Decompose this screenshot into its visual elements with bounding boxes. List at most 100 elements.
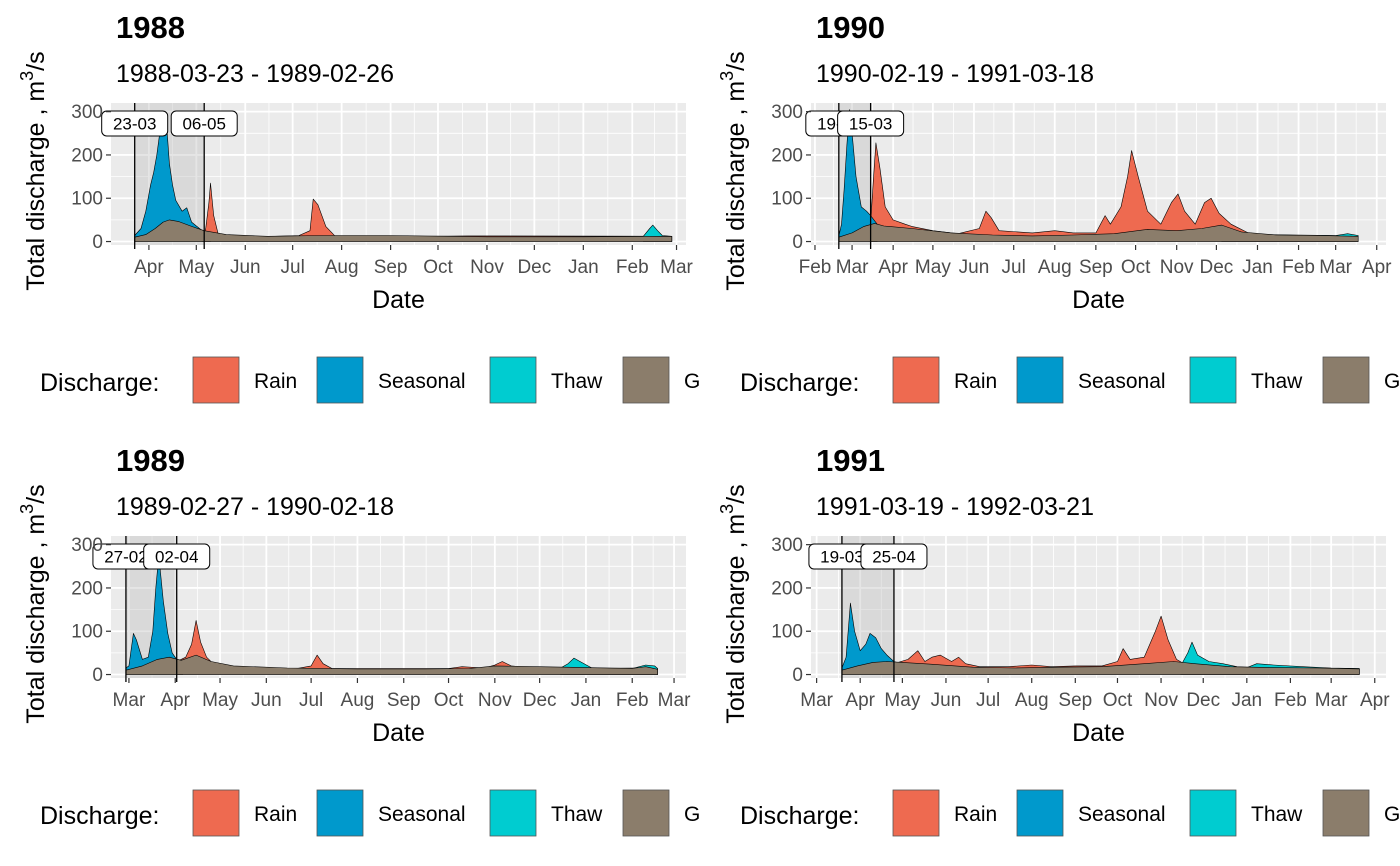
marker-label: 27-02 [104, 548, 147, 567]
legend-key-groundwater [1322, 789, 1370, 837]
marker-label-box: 06-05 [170, 110, 238, 137]
legend-key-thaw [489, 789, 537, 837]
legend-label-seasonal: Seasonal [378, 370, 466, 393]
chart-subtitle: 1988-03-23 - 1989-02-26 [116, 60, 394, 88]
y-axis-title: Total discharge , m3/s [717, 51, 750, 290]
marker-label-box: 19-03 [808, 543, 876, 570]
x-axis-title: Date [1072, 286, 1125, 314]
panel-1988: 1988 1988-03-23 - 1989-02-26 23-03 06-05 0 10… [17, 10, 700, 404]
legend-title: Discharge: [740, 369, 860, 397]
chart-subtitle: 1990-02-19 - 1991-03-18 [816, 60, 1094, 88]
x-tick-label: Dec [1200, 257, 1234, 278]
legend-key-seasonal [316, 789, 364, 837]
chart-title: 1991 [816, 443, 885, 478]
marker-label-bg [101, 110, 169, 137]
x-tick-label: May [178, 257, 214, 278]
marker-label: 19-03 [820, 548, 863, 567]
x-tick-label: Aug [1015, 690, 1049, 711]
y-tick-label: 100 [71, 189, 103, 210]
marker-label: 06-05 [182, 115, 225, 134]
plot-panel [811, 103, 1386, 245]
x-tick-label: Feb [616, 257, 649, 278]
x-tick-label: May [915, 257, 951, 278]
marker-label: 15-03 [849, 115, 892, 134]
x-tick-label: Apr [160, 690, 190, 711]
x-tick-label: Oct [423, 257, 453, 278]
x-tick-label: Nov [1160, 257, 1194, 278]
x-tick-label: Mar [800, 690, 833, 711]
x-tick-label: Mar [113, 690, 146, 711]
marker-label-bg [170, 110, 238, 137]
legend-label-seasonal: Seasonal [378, 803, 466, 826]
y-axis-title: Total discharge , m3/s [17, 51, 50, 290]
chart-subtitle: 1989-02-27 - 1990-02-18 [116, 493, 394, 521]
legend-label-rain: Rain [954, 803, 997, 826]
chart-title: 1988 [116, 10, 185, 45]
series-area-groundwater [125, 654, 658, 675]
y-axis-title-main: Total discharge , m [722, 514, 750, 724]
legend-key-rain [192, 356, 240, 404]
x-tick-label: May [884, 690, 920, 711]
panel-1991: 1991 1991-03-19 - 1992-03-21 19-03 25-04 0 10… [717, 443, 1400, 837]
x-tick-label: Apr [1362, 257, 1392, 278]
legend-key-seasonal [1016, 789, 1064, 837]
legend-key-thaw [1189, 789, 1237, 837]
legend: Discharge: Rain Seasonal Thaw G [40, 356, 700, 404]
legend-label-rain: Rain [254, 803, 297, 826]
x-tick-label: Apr [878, 257, 908, 278]
legend-label-groundwater: G [684, 370, 700, 393]
x-tick-label: Apr [134, 257, 164, 278]
marker-label-box: 15-03 [837, 110, 905, 137]
legend-key-thaw [1189, 356, 1237, 404]
y-axis-title-sup: 3 [717, 504, 737, 514]
x-tick-label: Mar [1315, 690, 1348, 711]
x-tick-label: Aug [1038, 257, 1072, 278]
x-axis-title: Date [1072, 719, 1125, 747]
marker-label: 02-04 [155, 548, 198, 567]
legend-label-thaw: Thaw [1251, 370, 1303, 393]
x-tick-label: Oct [1103, 690, 1133, 711]
x-tick-label: Jan [568, 257, 599, 278]
x-tick-label: Sep [387, 690, 421, 711]
x-tick-label: Jul [976, 690, 1000, 711]
x-tick-label: Jul [1002, 257, 1026, 278]
legend-label-groundwater: G [684, 803, 700, 826]
x-tick-label: Oct [434, 690, 464, 711]
legend-key-seasonal [316, 356, 364, 404]
legend-key-groundwater [622, 789, 670, 837]
series-area-groundwater [841, 661, 1360, 675]
legend-label-thaw: Thaw [1251, 803, 1303, 826]
y-tick-label: 200 [71, 145, 103, 166]
x-tick-label: Mar [658, 690, 691, 711]
marker-label-bg [143, 543, 211, 570]
x-tick-label: Jun [230, 257, 261, 278]
y-axis-title-sup: 3 [717, 71, 737, 81]
y-tick-label: 0 [792, 665, 803, 686]
y-tick-label: 100 [771, 189, 803, 210]
x-tick-label: Dec [523, 690, 557, 711]
y-tick-label: 100 [71, 622, 103, 643]
legend-key-rain [892, 789, 940, 837]
x-tick-label: Sep [1058, 690, 1092, 711]
x-tick-label: Feb [616, 690, 649, 711]
x-tick-label: Jun [959, 257, 990, 278]
x-tick-label: Jul [281, 257, 305, 278]
x-tick-label: Feb [799, 257, 832, 278]
grid [111, 103, 686, 245]
marker-label-bg [837, 110, 905, 137]
x-tick-label: Mar [836, 257, 869, 278]
series-area-seasonal [838, 109, 878, 242]
x-tick-label: May [202, 690, 238, 711]
legend-label-seasonal: Seasonal [1078, 370, 1166, 393]
x-tick-label: Jan [571, 690, 602, 711]
y-tick-label: 200 [771, 578, 803, 599]
x-tick-label: Jan [1242, 257, 1273, 278]
legend-label-rain: Rain [254, 370, 297, 393]
legend-title: Discharge: [40, 802, 160, 830]
series-area-groundwater [134, 219, 673, 242]
y-axis-title: Total discharge , m3/s [17, 484, 50, 723]
legend-key-thaw [489, 356, 537, 404]
y-axis-title-sup: 3 [17, 504, 37, 514]
y-tick-label: 200 [71, 578, 103, 599]
